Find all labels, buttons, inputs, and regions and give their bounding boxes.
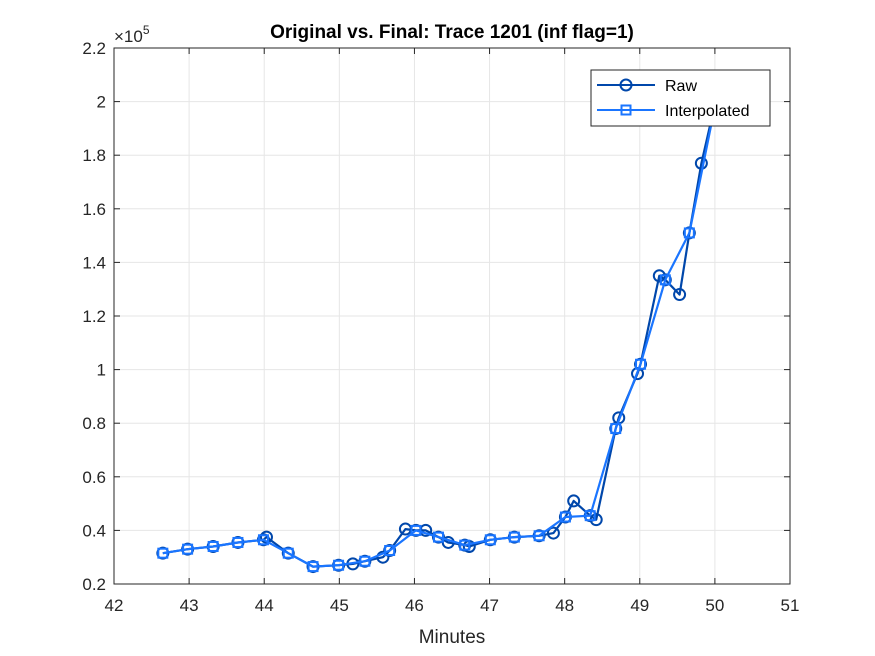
x-tick-label: 46 — [405, 596, 424, 615]
data-point-interpolated — [659, 274, 671, 286]
y-tick-label: 1.8 — [82, 146, 106, 165]
data-point-interpolated — [307, 561, 319, 573]
legend-interpolated-marker — [620, 104, 632, 116]
legend-raw-label: Raw — [665, 78, 697, 95]
y-tick-label: 2.2 — [82, 39, 106, 58]
x-axis-label: Minutes — [419, 627, 486, 648]
y-tick-label: 2 — [97, 93, 106, 112]
y-tick-label: 1.2 — [82, 307, 106, 326]
data-point-raw — [567, 494, 581, 508]
data-point-interpolated — [157, 547, 169, 559]
data-point-interpolated — [508, 531, 520, 543]
data-point-interpolated — [584, 510, 596, 522]
legend-interpolated-label: Interpolated — [665, 103, 750, 120]
x-tick-label: 44 — [255, 596, 274, 615]
x-tick-label: 50 — [705, 596, 724, 615]
x-tick-label: 43 — [180, 596, 199, 615]
legend: Raw Interpolated — [590, 69, 771, 127]
data-point-interpolated — [484, 534, 496, 546]
x-tick-label: 47 — [480, 596, 499, 615]
data-point-interpolated — [635, 358, 647, 370]
data-point-interpolated — [282, 547, 294, 559]
y-tick-label: 1 — [97, 361, 106, 380]
data-point-interpolated — [459, 539, 471, 551]
series-line-interpolated — [162, 87, 720, 568]
y-tick-label: 1.4 — [82, 253, 106, 272]
data-point-interpolated — [432, 531, 444, 543]
y-tick-label: 1.6 — [82, 200, 106, 219]
ticks — [113, 47, 791, 585]
data-point-raw — [546, 526, 560, 540]
data-point-interpolated — [257, 534, 269, 546]
data-point-interpolated — [384, 545, 396, 556]
chart-title: Original vs. Final: Trace 1201 (inf flag… — [270, 22, 634, 43]
data-point-interpolated — [207, 540, 219, 552]
x-tick-label: 48 — [555, 596, 574, 615]
data-point-interpolated — [533, 530, 545, 542]
data-point-raw — [673, 288, 687, 302]
y-exponent-label: ×105 — [114, 23, 150, 46]
x-tick-label: 49 — [630, 596, 649, 615]
x-tick-label: 51 — [781, 596, 800, 615]
y-exponent-power: 5 — [143, 23, 150, 37]
y-tick-label: 0.2 — [82, 575, 106, 594]
tick-labels: 42 43 44 45 46 47 48 49 50 51 0.2 0.4 0.6 0.8 1 1.2 1.4 1… — [82, 39, 799, 615]
x-tick-label: 45 — [330, 596, 349, 615]
data-point-interpolated — [559, 511, 571, 523]
data-point-raw — [376, 550, 390, 564]
y-tick-label: 0.6 — [82, 468, 106, 487]
data-point-interpolated — [232, 536, 244, 548]
x-tick-label: 42 — [105, 596, 124, 615]
legend-raw-marker — [619, 78, 633, 92]
data-point-interpolated — [182, 543, 194, 555]
data-point-interpolated — [410, 524, 422, 536]
y-exponent-base: ×10 — [114, 27, 143, 46]
data-point-interpolated — [333, 559, 345, 571]
data-point-interpolated — [359, 555, 371, 567]
data-point-interpolated — [683, 227, 695, 239]
legend-box — [590, 69, 771, 127]
y-tick-label: 0.4 — [82, 521, 106, 540]
y-tick-label: 0.8 — [82, 414, 106, 433]
data-point-interpolated — [610, 423, 622, 435]
